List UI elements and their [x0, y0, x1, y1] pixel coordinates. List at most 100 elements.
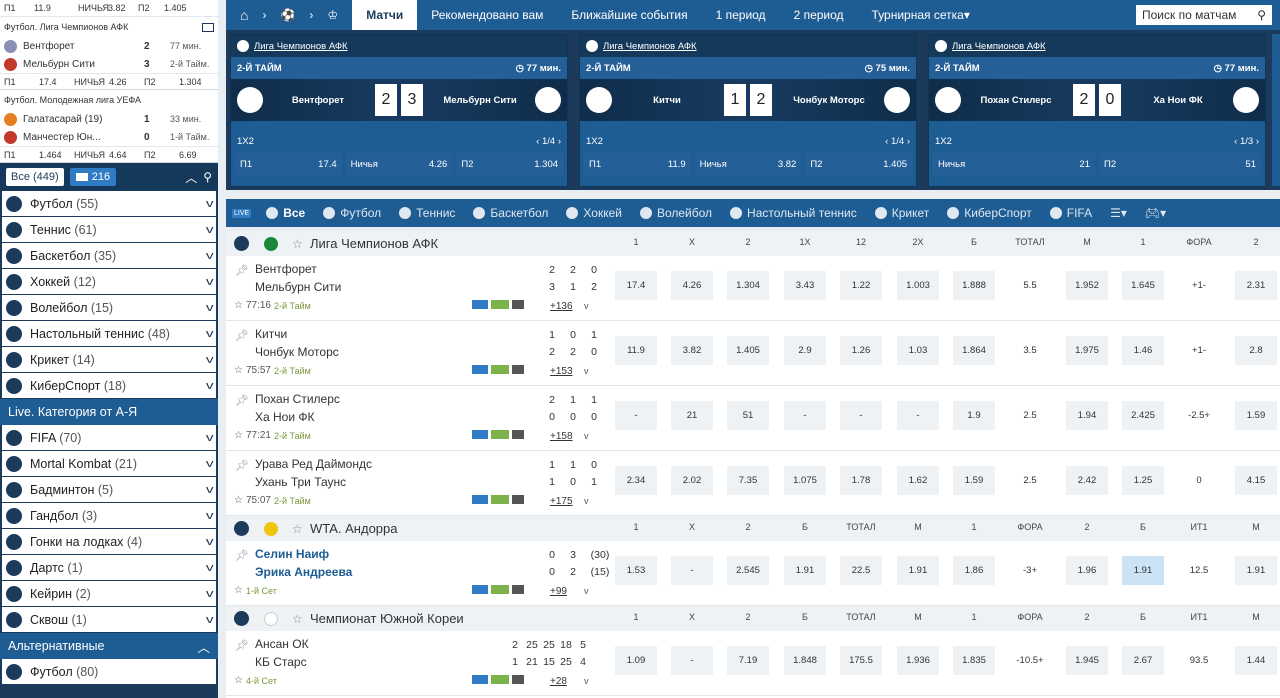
more-markets-link[interactable]: +175 — [550, 496, 573, 507]
odd-cell[interactable]: 3.82 — [671, 336, 713, 365]
live-stream-icon[interactable] — [472, 365, 488, 374]
tab-recommended[interactable]: Рекомендовано вам — [431, 8, 544, 22]
stats-icon[interactable] — [512, 495, 524, 504]
chevron-down-icon[interactable]: v — [205, 223, 214, 236]
tab-period-1[interactable]: 1 период — [715, 8, 766, 22]
event-row[interactable]: 📌︎ Селин Наиф Эрика Андреева 0 0 3 2 (30) (15) ☆ 1… — [226, 541, 1280, 606]
odd-cell[interactable]: 2.42 — [1066, 466, 1108, 495]
mini-odds-row[interactable]: П1 11.9 НИЧЬЯ 3.82 П2 1.405 — [0, 0, 218, 17]
home-icon[interactable]: ⌂ — [240, 7, 249, 23]
chevron-right-icon[interactable]: › — [904, 135, 910, 147]
odd-button[interactable]: П1 11.9 — [584, 153, 691, 175]
live-stream-icon[interactable] — [472, 495, 488, 504]
football-icon[interactable]: ⚽ — [280, 8, 296, 22]
card-league[interactable]: Лига Чемпионов АФК — [580, 35, 916, 57]
chevron-down-icon[interactable]: v — [205, 561, 214, 574]
odd-button[interactable]: Ничья 3.82 — [694, 153, 802, 175]
odd-cell[interactable]: 22.5 — [840, 556, 882, 585]
card-league[interactable]: Лига Чемпионов АФК — [231, 35, 567, 57]
star-icon[interactable]: ☆ — [234, 430, 243, 441]
odd-cell[interactable]: 1.9 — [953, 401, 995, 430]
odd-cell[interactable]: 1.46 — [1122, 336, 1164, 365]
odd-cell[interactable]: 3.43 — [784, 271, 826, 300]
odd-cell[interactable]: 1.03 — [897, 336, 939, 365]
tab-upcoming[interactable]: Ближайшие события — [571, 8, 688, 22]
tab-period-2[interactable]: 2 период — [793, 8, 844, 22]
field-icon[interactable] — [491, 675, 509, 684]
team2-name[interactable]: Ухань Три Таунс — [255, 475, 347, 489]
live-stream-icon[interactable] — [472, 430, 488, 439]
odd-cell[interactable]: 1.86 — [953, 556, 995, 585]
odd-value[interactable]: 1.464 — [39, 149, 62, 160]
odd-cell[interactable]: 175.5 — [840, 646, 882, 675]
chevron-down-icon[interactable]: v — [584, 431, 589, 441]
odd-value[interactable]: 1.304 — [179, 76, 202, 87]
chevron-down-icon[interactable]: v — [205, 535, 214, 548]
team2-name[interactable]: Чонбук Моторс — [255, 345, 339, 359]
category-item[interactable]: FIFA (70) v — [2, 425, 216, 451]
chevron-down-icon[interactable]: v — [205, 275, 214, 288]
stats-icon[interactable] — [512, 300, 524, 309]
sport-item[interactable]: Настольный теннис (48) v — [2, 321, 216, 347]
odd-cell[interactable]: 1.96 — [1066, 556, 1108, 585]
chevron-down-icon[interactable]: v — [205, 483, 214, 496]
odd-cell[interactable]: 2.67 — [1122, 646, 1164, 675]
stats-icon[interactable] — [512, 365, 524, 374]
collapse-icon[interactable]: ︿ — [185, 170, 198, 185]
live-stream-icon[interactable] — [472, 300, 488, 309]
odd-cell[interactable]: 1.44 — [1235, 646, 1277, 675]
odd-cell[interactable]: 1.936 — [897, 646, 939, 675]
odd-cell[interactable]: 2.9 — [784, 336, 826, 365]
card-pager[interactable]: ‹ 1/4 › — [885, 136, 910, 147]
odd-cell[interactable]: 1.645 — [1122, 271, 1164, 300]
odd-cell[interactable]: 2.8 — [1235, 336, 1277, 365]
odd-value[interactable]: 4.64 — [109, 149, 127, 160]
odd-cell[interactable]: 1.864 — [953, 336, 995, 365]
odd-cell[interactable]: 1.003 — [897, 271, 939, 300]
category-item[interactable]: Бадминтон (5) v — [2, 477, 216, 503]
category-item[interactable]: Mortal Kombat (21) v — [2, 451, 216, 477]
category-header[interactable]: Live. Категория от А-Я — [0, 399, 218, 425]
team1-name[interactable]: Урава Ред Даймондс — [255, 457, 372, 471]
event-row[interactable]: 📌︎ Похан Стилерс Ха Нои ФК 2 0 1 0 1 0 ☆ 77:21 2-й … — [226, 386, 1280, 451]
category-item[interactable]: Гандбол (3) v — [2, 503, 216, 529]
alt-header[interactable]: Альтернативные ︿ — [0, 633, 218, 659]
field-icon[interactable] — [491, 495, 509, 504]
odd-cell[interactable]: 1.78 — [840, 466, 882, 495]
odd-cell[interactable]: - — [615, 401, 657, 430]
odd-cell[interactable]: - — [840, 401, 882, 430]
field-icon[interactable] — [491, 430, 509, 439]
category-item[interactable]: Кейрин (2) v — [2, 581, 216, 607]
chevron-down-icon[interactable]: v — [205, 431, 214, 444]
chevron-left-icon[interactable]: ‹ — [536, 135, 542, 147]
sport-item[interactable]: Футбол (55) v — [2, 191, 216, 217]
odd-cell[interactable]: 17.4 — [615, 271, 657, 300]
sports-tab[interactable]: Баскетбол — [464, 199, 557, 227]
odd-cell[interactable]: 1.94 — [1066, 401, 1108, 430]
sports-tab[interactable]: Теннис — [390, 199, 464, 227]
chevron-down-icon[interactable]: v — [205, 301, 214, 314]
sports-tab[interactable]: FIFA — [1041, 199, 1101, 227]
more-markets-link[interactable]: +158 — [550, 431, 573, 442]
league-header[interactable]: ☆ Чемпионат Южной Кореи 1 X 2 Б ТОТАЛ М 1 ФОРА 2 Б И… — [226, 606, 1280, 631]
odd-cell[interactable]: 7.19 — [727, 646, 769, 675]
sports-tab[interactable]: Все — [257, 199, 314, 227]
odd-cell[interactable]: 1.91 — [1235, 556, 1277, 585]
odd-cell[interactable]: 1.952 — [1066, 271, 1108, 300]
odd-button[interactable]: Ничья 4.26 — [345, 153, 453, 175]
odd-cell[interactable]: 1.405 — [727, 336, 769, 365]
odd-button[interactable]: П2 51 — [1099, 153, 1261, 175]
card-pager[interactable]: ‹ 1/4 › — [536, 136, 561, 147]
sports-tab[interactable]: КиберСпорт — [938, 199, 1041, 227]
odd-cell[interactable]: 21 — [671, 401, 713, 430]
star-icon[interactable]: ☆ — [292, 236, 303, 251]
odd-cell[interactable]: 1.62 — [897, 466, 939, 495]
team1-name[interactable]: Ансан ОК — [255, 637, 309, 651]
odd-cell[interactable]: 1.91 — [897, 556, 939, 585]
odd-cell[interactable]: 7.35 — [727, 466, 769, 495]
chevron-down-icon[interactable]: v — [205, 587, 214, 600]
card-pager[interactable]: ‹ 1/3 › — [1234, 136, 1259, 147]
odd-cell[interactable]: 2.31 — [1235, 271, 1277, 300]
odd-cell[interactable]: 1.975 — [1066, 336, 1108, 365]
card-league[interactable]: Лига Чемпионов АФК — [929, 35, 1265, 57]
